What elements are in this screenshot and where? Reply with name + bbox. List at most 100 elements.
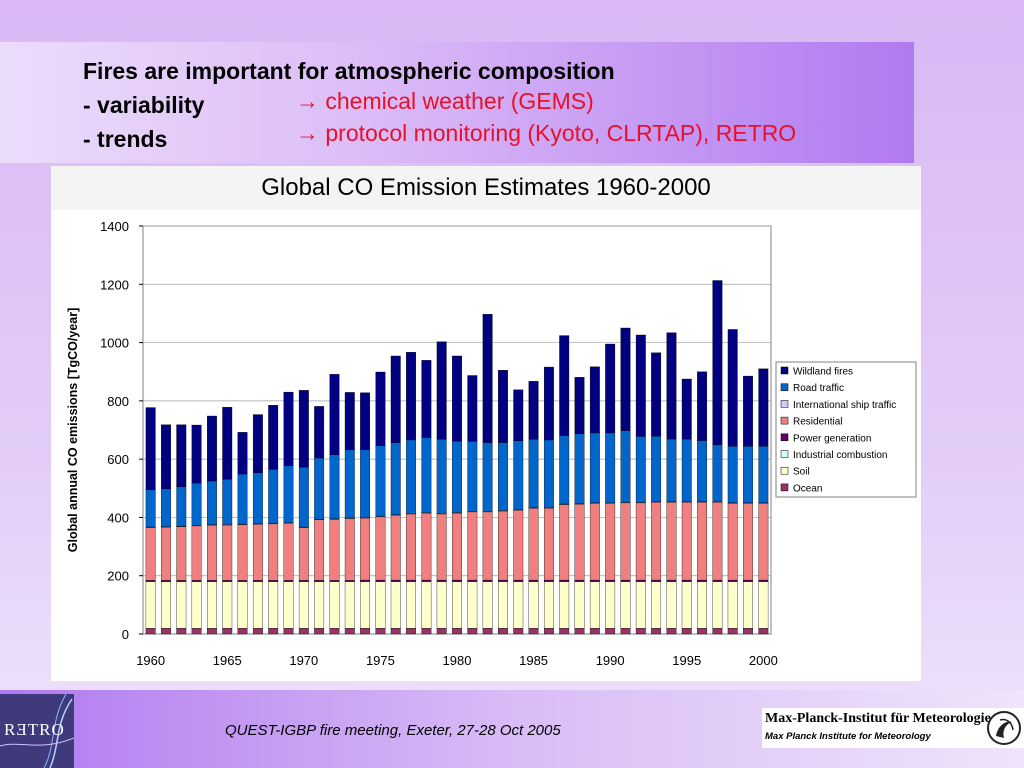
bar-road-traffic [467,441,478,512]
bar-residential [712,502,723,581]
bar-residential [252,524,263,581]
bar-ocean [758,627,769,635]
bar-wildland-fires [543,366,554,441]
y-tick-label: 1200 [100,277,129,292]
bar-wildland-fires [528,381,539,440]
bar-soil [222,581,233,629]
bar-road-traffic [375,445,386,517]
bar-road-traffic [176,486,187,527]
legend-swatch [780,366,789,375]
bar-residential [681,502,692,581]
bar-soil [145,581,156,629]
bar-wildland-fires [436,341,447,440]
bar-soil [743,581,753,629]
bar-road-traffic [390,442,401,515]
bar-residential [390,515,401,581]
mpi-name: Max-Planck-Institut für Meteorologie [765,711,991,726]
bar-residential [237,524,248,581]
bar-ocean [375,627,386,635]
bar-road-traffic [620,430,631,503]
bar-wildland-fires [421,360,432,438]
bar-residential [743,503,753,581]
bar-road-traffic [681,438,692,502]
bar-ocean [360,627,371,635]
bar-road-traffic [758,446,769,504]
bar-soil [298,581,309,629]
bar-wildland-fires [191,424,202,484]
bar-road-traffic [314,457,325,520]
bar-residential [298,527,309,581]
bar-residential [314,519,325,581]
bar-soil [727,581,738,629]
bar-residential [176,526,187,581]
bar-ocean [421,627,432,635]
y-tick-label: 600 [107,452,129,467]
mpi-logo: Max-Planck-Institut für Meteorologie Max… [762,708,1024,748]
x-tick-label: 1995 [672,653,701,668]
bar-road-traffic [207,480,217,525]
bar-soil [252,581,263,629]
bar-wildland-fires [758,368,769,447]
bar-ocean [191,627,202,635]
bar-wildland-fires [298,390,309,468]
bar-ocean [559,627,570,635]
bar-road-traffic [406,439,416,514]
bar-road-traffic [222,479,233,525]
bar-residential [344,518,355,581]
retro-logo-graphic [0,694,74,768]
bar-road-traffic [268,469,279,524]
bar-residential [589,503,600,581]
bar-wildland-fires [390,355,401,443]
retro-logo: RƎTRO [0,694,74,768]
bar-road-traffic [161,488,171,527]
x-tick-label: 1990 [596,653,625,668]
bar-road-traffic [666,438,677,502]
y-axis-label: Global annual CO emissions [TgCO/year] [66,308,80,553]
bar-wildland-fires [176,424,187,488]
bar-soil [329,581,340,629]
bar-ocean [513,627,524,635]
retro-logo-text: RƎTRO [4,720,65,739]
y-tick-label: 800 [107,394,129,409]
bar-residential [605,503,616,581]
bar-wildland-fires [360,392,371,450]
bar-soil [207,581,217,629]
bar-soil [283,581,294,629]
bar-ocean [712,627,723,635]
bar-residential [758,503,769,581]
bar-ocean [237,627,248,635]
bar-wildland-fires [222,407,233,480]
bar-soil [314,581,325,629]
bar-ocean [651,627,662,635]
bar-residential [543,507,554,581]
bar-soil [574,581,585,629]
bar-wildland-fires [498,370,508,443]
x-tick-label: 1960 [136,653,165,668]
bar-wildland-fires [145,407,156,490]
bar-ocean [314,627,325,635]
bar-soil [421,581,432,629]
bar-wildland-fires [329,374,340,455]
bar-wildland-fires [375,371,386,446]
bar-ocean [329,627,340,635]
bar-road-traffic [237,473,248,525]
bar-ocean [298,627,309,635]
bar-ocean [620,627,631,635]
x-tick-label: 1970 [289,653,318,668]
bar-soil [406,581,416,629]
x-tick-label: 1985 [519,653,548,668]
chart-title: Global CO Emission Estimates 1960-2000 [261,174,711,201]
bar-soil [666,581,677,629]
bar-wildland-fires [513,389,524,441]
bar-residential [375,516,386,581]
bar-ocean [697,627,707,635]
bar-residential [421,512,432,581]
bar-wildland-fires [237,432,248,475]
bar-soil [697,581,707,629]
legend-label: Soil [793,467,810,478]
legend-box [775,361,917,498]
bar-soil [635,581,646,629]
bar-soil [620,581,631,629]
bar-wildland-fires [467,375,478,442]
chart: 0 200 400 600 800 1000 1200 1400 Global annual C… [66,219,917,668]
